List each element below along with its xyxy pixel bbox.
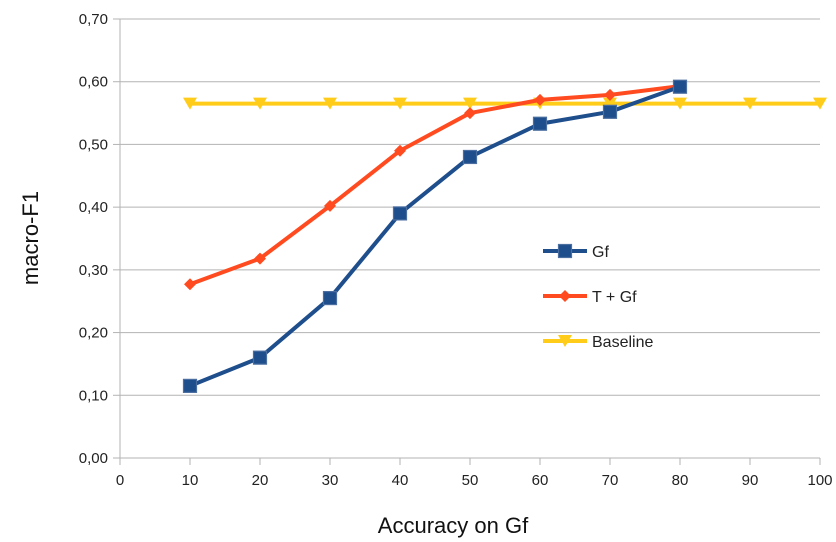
data-point-baseline (463, 97, 477, 110)
series-gf (182, 79, 688, 393)
y-tick-label: 0,70 (79, 11, 108, 28)
series-line-gf (189, 84, 681, 388)
data-point-baseline (673, 97, 687, 110)
series-t-gf (184, 80, 686, 291)
data-point-t-gf (464, 107, 476, 120)
y-tick-label: 0,40 (79, 199, 108, 216)
data-point-gf (252, 350, 268, 365)
y-tick-label: 0,60 (79, 74, 108, 91)
data-point-gf (182, 378, 198, 393)
legend: Gf T + Gf Baseline (543, 243, 653, 351)
data-point-t-gf (254, 252, 266, 265)
x-tick-label: 90 (742, 472, 759, 489)
x-tick-label: 30 (322, 472, 339, 489)
x-tick-label: 60 (532, 472, 549, 489)
legend-item-t-gf: T + Gf (543, 289, 637, 306)
legend-label: Baseline (592, 334, 653, 351)
legend-item-gf: Gf (543, 243, 609, 261)
data-point-baseline (393, 97, 407, 110)
x-tick-label: 100 (807, 472, 832, 489)
y-tick-label: 0,10 (79, 387, 108, 404)
data-point-baseline (603, 97, 617, 110)
series-group (182, 79, 827, 393)
y-tick-label: 0,20 (79, 325, 108, 342)
data-point-t-gf (184, 278, 196, 291)
data-point-baseline (183, 97, 197, 110)
data-point-gf (392, 206, 408, 221)
legend-swatch-marker (557, 243, 573, 259)
grid (120, 18, 820, 396)
legend-swatch-marker (558, 335, 572, 347)
axes (113, 18, 821, 465)
data-point-t-gf (324, 199, 336, 212)
data-point-gf (532, 116, 548, 131)
data-point-baseline (743, 97, 757, 110)
data-point-gf (462, 149, 478, 165)
series-baseline (183, 97, 827, 110)
tick-labels: 0,00 0,10 0,20 0,30 0,40 0,50 0,60 0,70 0 10 20 30 4… (79, 11, 833, 489)
series-line-t-gf (189, 84, 681, 287)
data-point-baseline (253, 97, 267, 110)
data-point-t-gf (394, 144, 406, 157)
x-tick-label: 40 (392, 472, 409, 489)
y-tick-label: 0,30 (79, 262, 108, 279)
x-tick-label: 70 (602, 472, 619, 489)
y-tick-label: 0,00 (79, 450, 108, 467)
x-tick-label: 10 (182, 472, 199, 489)
y-tick-label: 0,50 (79, 136, 108, 153)
x-tick-label: 0 (116, 472, 124, 489)
y-axis-title: macro-F1 (18, 191, 43, 285)
data-point-t-gf (604, 88, 616, 101)
x-axis-title: Accuracy on Gf (378, 513, 529, 538)
legend-item-baseline: Baseline (543, 334, 653, 351)
legend-swatch-marker (559, 290, 571, 302)
legend-label: T + Gf (592, 289, 637, 306)
data-point-baseline (323, 97, 337, 110)
x-tick-label: 20 (252, 472, 269, 489)
x-tick-label: 80 (672, 472, 689, 489)
data-point-gf (602, 104, 618, 119)
data-point-gf (672, 79, 688, 94)
x-tick-label: 50 (462, 472, 479, 489)
data-point-gf (322, 290, 338, 306)
data-point-baseline (813, 97, 827, 110)
data-point-t-gf (534, 93, 546, 106)
legend-label: Gf (592, 244, 609, 261)
